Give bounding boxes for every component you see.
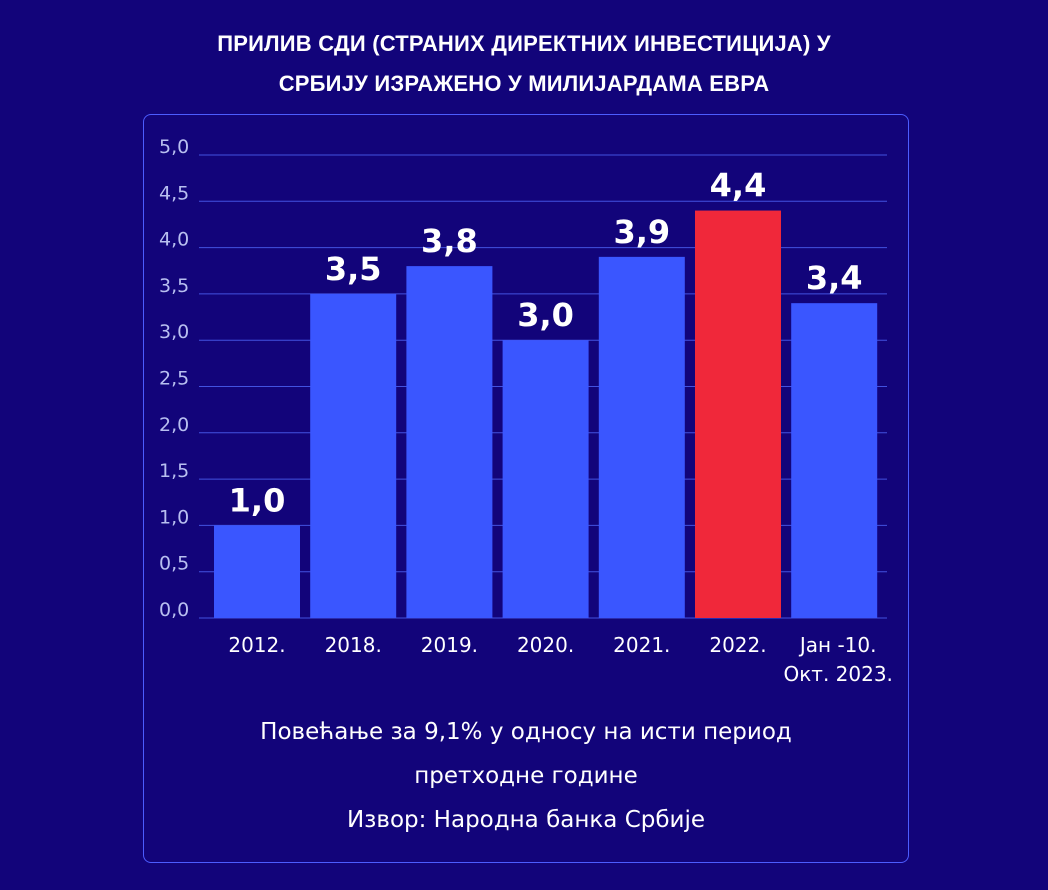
y-tick-label: 1,0 [159,506,189,528]
data-label: 1,0 [229,481,286,519]
bar [310,293,397,618]
bar [214,525,300,618]
y-tick-label: 3,0 [159,321,189,343]
data-label: 3,4 [806,259,863,297]
y-tick-label: 2,5 [159,368,189,390]
note-increase-line-1: Повећање за 9,1% у односу на исти период [260,719,792,745]
y-tick-label: 2,0 [159,414,189,436]
x-tick-label: 2012. [228,633,285,657]
note-increase-line-2: претходне године [414,763,638,789]
y-tick-label: 3,5 [159,275,189,297]
y-tick-label: 5,0 [159,136,189,158]
bar [406,266,493,618]
y-tick-label: 4,5 [159,182,189,204]
x-tick-label: Окт. 2023. [783,662,892,686]
x-tick-label: 2022. [709,633,766,657]
data-label: 4,4 [710,167,767,205]
y-tick-label: 0,0 [159,599,189,621]
bar [791,303,878,618]
data-label: 3,5 [325,250,382,288]
x-tick-label: 2018. [325,633,382,657]
chart-notes: Повећање за 9,1% у односу на исти период… [143,710,909,842]
chart-title-line-2: СРБИЈУ ИЗРАЖЕНО У МИЛИЈАРДАМА ЕВРА [278,71,770,96]
bar-chart: 0,0 0,5 1,0 1,5 2,0 2,5 3,0 3,5 4,0 4,5 5,0 1,0 2012… [159,136,893,686]
y-tick-label: 1,5 [159,460,189,482]
data-label: 3,0 [517,296,574,334]
x-tick-label: 2020. [517,633,574,657]
x-tick-label: 2019. [421,633,478,657]
bar-highlight [695,210,781,618]
bar [598,256,685,618]
chart-title: ПРИЛИВ СДИ (СТРАНИХ ДИРЕКТНИХ ИНВЕСТИЦИЈ… [0,24,1048,104]
data-label: 3,9 [613,213,670,251]
x-tick-label: 2021. [613,633,670,657]
chart-panel: 0,0 0,5 1,0 1,5 2,0 2,5 3,0 3,5 4,0 4,5 5,0 1,0 2012… [143,114,909,863]
chart-title-line-1: ПРИЛИВ СДИ (СТРАНИХ ДИРЕКТНИХ ИНВЕСТИЦИЈ… [217,31,831,56]
data-label: 3,8 [421,222,478,260]
y-tick-label: 4,0 [159,229,189,251]
x-tick-label: Јан -10. [798,633,877,657]
source-note: Извор: Народна банка Србије [346,807,706,833]
bar [502,340,589,618]
y-tick-label: 0,5 [159,553,189,575]
